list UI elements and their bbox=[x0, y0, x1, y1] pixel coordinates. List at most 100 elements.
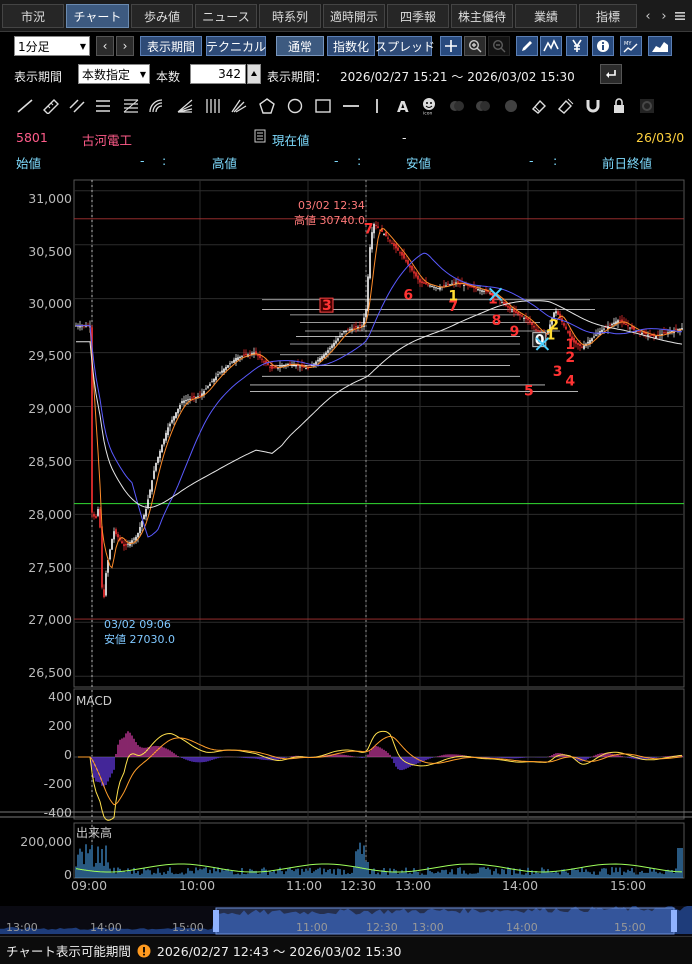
candle-body bbox=[521, 315, 523, 317]
tab-disclosure[interactable]: 適時開示 bbox=[323, 4, 385, 28]
count-spinner-icon[interactable] bbox=[247, 64, 261, 84]
pitchfork-tool-icon[interactable] bbox=[228, 96, 250, 116]
eraser-tool-icon[interactable] bbox=[528, 96, 550, 116]
candle-body bbox=[359, 325, 361, 327]
horizontal-line-tool-icon[interactable] bbox=[340, 96, 362, 116]
pentagon-tool-icon[interactable] bbox=[256, 96, 278, 116]
candle-body bbox=[259, 354, 261, 358]
trendline-tool-icon[interactable] bbox=[14, 96, 36, 116]
navigator-handle-right[interactable] bbox=[671, 910, 677, 932]
tab-benefits[interactable]: 株主優待 bbox=[451, 4, 513, 28]
eraser-all-tool-icon[interactable] bbox=[554, 96, 576, 116]
range-value: 2026/02/27 15:21 ～ 2026/03/02 15:30 bbox=[340, 70, 575, 84]
document-icon[interactable] bbox=[254, 129, 266, 146]
tab-news[interactable]: ニュース bbox=[195, 4, 257, 28]
macd-label: MACD bbox=[76, 694, 112, 708]
y-tick-label: 28,500 bbox=[28, 454, 72, 469]
settings-tool-icon[interactable] bbox=[636, 96, 658, 116]
crosshair-icon[interactable] bbox=[440, 36, 462, 56]
my-chart-icon[interactable]: MY bbox=[620, 36, 642, 56]
pencil-icon[interactable] bbox=[516, 36, 538, 56]
ruler-tool-icon[interactable] bbox=[40, 96, 62, 116]
candle-body bbox=[491, 293, 493, 295]
prev-button[interactable]: ‹ bbox=[96, 36, 114, 56]
tab-ticks[interactable]: 歩み値 bbox=[131, 4, 193, 28]
candle-body bbox=[299, 366, 301, 368]
candle-body bbox=[415, 272, 417, 277]
current-value: - bbox=[402, 130, 407, 145]
moving-average-mid bbox=[76, 252, 683, 538]
candle-body bbox=[641, 332, 643, 335]
zoom-in-icon[interactable] bbox=[464, 36, 486, 56]
text-tool-icon[interactable]: A bbox=[392, 96, 414, 116]
candle-body bbox=[539, 331, 541, 333]
candle-body bbox=[427, 284, 429, 286]
signal-marker: 6 bbox=[403, 287, 413, 303]
tab-indicators[interactable]: 指標 bbox=[579, 4, 637, 28]
info-icon[interactable] bbox=[592, 36, 614, 56]
candle-body bbox=[387, 237, 389, 239]
candle-body bbox=[193, 396, 195, 398]
warning-icon[interactable] bbox=[137, 944, 151, 958]
reset-period-icon[interactable] bbox=[600, 64, 622, 84]
candle-body bbox=[345, 330, 347, 332]
tab-timeseries[interactable]: 時系列 bbox=[259, 4, 321, 28]
lock-tool-icon[interactable] bbox=[608, 96, 630, 116]
tab-prev-icon[interactable]: ‹ bbox=[645, 8, 651, 24]
candle-body bbox=[403, 253, 405, 259]
candle-body bbox=[439, 287, 441, 290]
candle-body bbox=[383, 233, 385, 235]
circle-tool-icon[interactable] bbox=[284, 96, 306, 116]
horizontal-lines-tool-icon[interactable] bbox=[92, 96, 114, 116]
chart-analysis-icon[interactable] bbox=[540, 36, 562, 56]
candle-body bbox=[149, 489, 151, 498]
candle-body bbox=[589, 340, 591, 344]
candle-body bbox=[675, 328, 677, 330]
yen-icon[interactable] bbox=[566, 36, 588, 56]
low-annotation-label: 安値 27030.0 bbox=[104, 633, 175, 646]
next-button[interactable]: › bbox=[116, 36, 134, 56]
tab-market[interactable]: 市況 bbox=[2, 4, 64, 28]
period-mode-select[interactable]: 本数指定 ▼ bbox=[78, 64, 150, 84]
undo-tool-icon[interactable] bbox=[500, 96, 522, 116]
candle-body bbox=[453, 282, 455, 284]
candle-body bbox=[429, 285, 431, 287]
mode-normal-button[interactable]: 通常 bbox=[276, 36, 324, 56]
fan-tool-icon[interactable] bbox=[174, 96, 196, 116]
y-tick-label: 26,500 bbox=[28, 665, 72, 680]
parallel-lines-tool-icon[interactable] bbox=[66, 96, 88, 116]
paste-tool-icon[interactable] bbox=[472, 96, 494, 116]
period-button[interactable]: 表示期間 bbox=[140, 36, 202, 56]
area-chart-icon[interactable] bbox=[648, 36, 672, 56]
tab-shikiho[interactable]: 四季報 bbox=[387, 4, 449, 28]
copy-tool-icon[interactable] bbox=[446, 96, 468, 116]
vertical-lines-tool-icon[interactable] bbox=[202, 96, 224, 116]
candle-body bbox=[611, 323, 613, 326]
magnet-tool-icon[interactable] bbox=[582, 96, 604, 116]
candle-body bbox=[169, 423, 171, 427]
fibonacci-tool-icon[interactable] bbox=[120, 96, 142, 116]
tab-chart[interactable]: チャート bbox=[66, 4, 129, 28]
candle-body bbox=[621, 319, 623, 323]
count-input[interactable]: 342 bbox=[190, 64, 246, 84]
tab-menu-icon[interactable] bbox=[672, 4, 688, 28]
navigator-handle-left[interactable] bbox=[213, 910, 219, 932]
candle-body bbox=[199, 395, 201, 397]
price-chart[interactable]: 7631718901212345 bbox=[0, 172, 692, 908]
candle-body bbox=[665, 332, 667, 334]
mode-spread-button[interactable]: スプレッド bbox=[375, 36, 435, 56]
smiley-icon-tool-icon[interactable]: icon bbox=[418, 96, 440, 116]
technical-button[interactable]: テクニカル bbox=[206, 36, 266, 56]
tab-earnings[interactable]: 業績 bbox=[515, 4, 577, 28]
candle-body bbox=[587, 341, 589, 344]
rectangle-tool-icon[interactable] bbox=[312, 96, 334, 116]
candle-body bbox=[373, 223, 375, 234]
signal-marker: 9 bbox=[510, 324, 520, 340]
fibonacci-arc-tool-icon[interactable] bbox=[146, 96, 168, 116]
interval-select[interactable]: 1分足 ▼ bbox=[14, 36, 90, 56]
mode-index-button[interactable]: 指数化 bbox=[327, 36, 375, 56]
navigator-scrollbar[interactable] bbox=[0, 906, 692, 936]
tab-next-icon[interactable]: › bbox=[661, 8, 667, 24]
zoom-out-icon[interactable] bbox=[488, 36, 510, 56]
vertical-line-tool-icon[interactable] bbox=[366, 96, 388, 116]
